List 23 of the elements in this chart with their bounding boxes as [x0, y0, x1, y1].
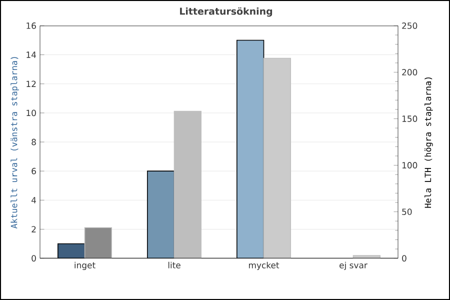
y2-tick-label: 250	[402, 22, 418, 29]
x-tick-label: lite	[168, 262, 180, 268]
y-tick-label: 8	[32, 138, 36, 146]
y2-tick-label: 50	[402, 208, 412, 215]
y-tick-label: 10	[26, 110, 36, 116]
bar	[84, 227, 112, 258]
y2-axis-title: Hela LTH (högra staplarna)	[424, 77, 433, 208]
x-tick-label: mycket	[248, 262, 280, 270]
y-tick-label: 0	[32, 255, 36, 262]
y2-tick-label: 100	[402, 162, 418, 168]
y-tick-label: 6	[32, 168, 36, 174]
x-tick-label: inget	[74, 262, 96, 270]
y-axis-title: Aktuellt urval (vänstra staplarna)	[10, 57, 19, 229]
x-tick-label: ej svar	[340, 262, 368, 270]
y2-tick-label: 0	[402, 255, 406, 262]
y-tick-label: 2	[32, 226, 36, 232]
y2-tick-label: 150	[402, 116, 418, 122]
y-tick-label: 12	[26, 80, 36, 87]
y-tick-label: 14	[26, 52, 36, 58]
chart-title: Litteratursökning	[180, 7, 272, 17]
y-tick-label: 4	[32, 197, 36, 204]
y-tick-label: 16	[26, 22, 36, 29]
y2-tick-label: 200	[402, 69, 418, 76]
